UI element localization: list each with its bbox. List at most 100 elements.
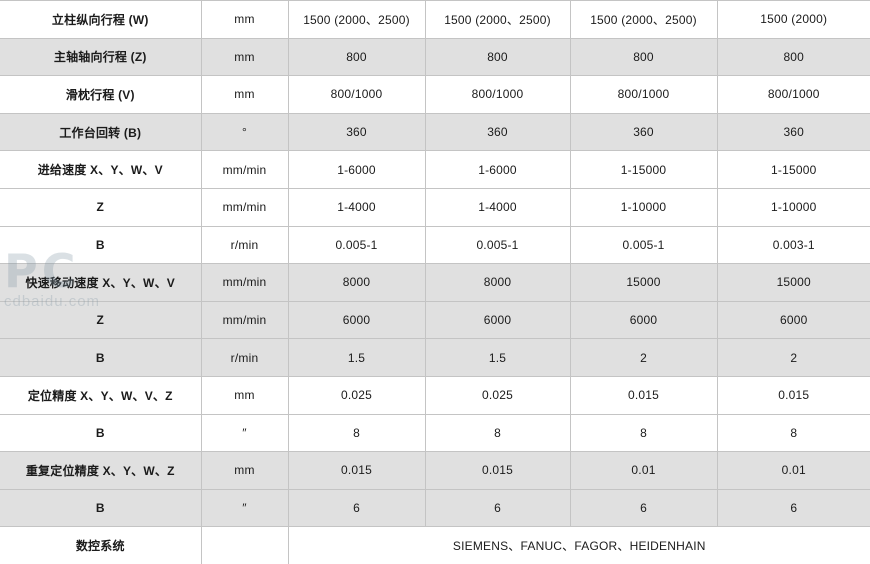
value-cell: 1-15000 (569, 150, 718, 189)
unit-cell: mm (200, 451, 289, 490)
value-cell: 8000 (287, 263, 426, 302)
value-cell: 0.015 (287, 451, 426, 490)
table-row: B ″ 8 8 8 8 (0, 413, 870, 453)
unit-cell: r/min (200, 225, 289, 265)
axis-label-cell: B (0, 225, 202, 265)
value-cell: 800 (287, 37, 426, 77)
value-cell: 800 (716, 37, 870, 77)
value-cell: 8 (569, 413, 718, 453)
value-cell: 1-6000 (424, 150, 571, 189)
value-cell: 1.5 (424, 338, 571, 377)
value-cell: 0.015 (716, 375, 870, 415)
table-row: 立柱纵向行程 (W) mm 1500 (2000、2500) 1500 (2000、2… (0, 0, 870, 39)
spec-name-cell: 快速移动速度 X、Y、W、V (0, 263, 202, 302)
value-cell: 2 (716, 338, 870, 377)
spec-name-cell: 主轴轴向行程 (Z) (0, 37, 202, 77)
value-cell: 6000 (424, 300, 571, 340)
axis-label-cell: Z (0, 187, 202, 227)
value-cell: 800/1000 (287, 75, 426, 114)
axis-label-cell: B (0, 413, 202, 453)
value-cell: 360 (716, 112, 870, 152)
spec-name-cell: 进给速度 X、Y、W、V (0, 150, 202, 189)
value-cell: 0.015 (569, 375, 718, 415)
unit-cell: mm (200, 375, 289, 415)
unit-cell: ° (200, 112, 289, 152)
value-cell: 360 (569, 112, 718, 152)
value-cell: 800/1000 (716, 75, 870, 114)
value-cell: 800/1000 (424, 75, 571, 114)
value-cell: 0.025 (424, 375, 571, 415)
unit-cell: mm/min (200, 150, 289, 189)
value-cell: 1500 (2000、2500) (287, 0, 426, 39)
value-cell: 1.5 (287, 338, 426, 377)
spec-name-cell: 立柱纵向行程 (W) (0, 0, 202, 39)
table-row: 定位精度 X、Y、W、V、Z mm 0.025 0.025 0.015 0.015 (0, 375, 870, 415)
value-cell: 0.005-1 (569, 225, 718, 265)
axis-label-cell: B (0, 338, 202, 377)
unit-cell: mm (200, 0, 289, 39)
value-cell: 2 (569, 338, 718, 377)
value-cell: 1-4000 (424, 187, 571, 227)
value-cell: 800 (569, 37, 718, 77)
unit-cell: mm/min (200, 187, 289, 227)
value-cell: 6000 (716, 300, 870, 340)
value-cell: 15000 (569, 263, 718, 302)
spec-name-cell: 工作台回转 (B) (0, 112, 202, 152)
value-cell: 0.01 (569, 451, 718, 490)
value-cell: 1500 (2000、2500) (424, 0, 571, 39)
table-row: 工作台回转 (B) ° 360 360 360 360 (0, 112, 870, 152)
table-row: B ″ 6 6 6 6 (0, 488, 870, 528)
value-cell: 6 (287, 488, 426, 528)
value-cell: 8000 (424, 263, 571, 302)
table-row: 重复定位精度 X、Y、W、Z mm 0.015 0.015 0.01 0.01 (0, 451, 870, 490)
spec-name-cell: 数控系统 (0, 526, 202, 564)
value-cell: 1-6000 (287, 150, 426, 189)
unit-cell: ″ (200, 413, 289, 453)
value-cell: 8 (424, 413, 571, 453)
unit-cell: r/min (200, 338, 289, 377)
value-cell: 1500 (2000、2500) (569, 0, 718, 39)
value-cell: 1-10000 (569, 187, 718, 227)
axis-label-cell: Z (0, 300, 202, 340)
value-cell: 1500 (2000) (716, 0, 870, 39)
table-row: 快速移动速度 X、Y、W、V mm/min 8000 8000 15000 15000 (0, 263, 870, 302)
value-cell: 0.015 (424, 451, 571, 490)
value-cell: 360 (287, 112, 426, 152)
unit-cell: mm/min (200, 263, 289, 302)
spec-name-cell: 重复定位精度 X、Y、W、Z (0, 451, 202, 490)
table-row: 进给速度 X、Y、W、V mm/min 1-6000 1-6000 1-15000 1-1… (0, 150, 870, 189)
unit-cell (200, 526, 289, 564)
unit-cell: ″ (200, 488, 289, 528)
table-row: 主轴轴向行程 (Z) mm 800 800 800 800 (0, 37, 870, 77)
value-cell: 6000 (569, 300, 718, 340)
value-cell: 0.025 (287, 375, 426, 415)
spec-name-cell: 定位精度 X、Y、W、V、Z (0, 375, 202, 415)
value-cell: 0.005-1 (424, 225, 571, 265)
value-cell: 360 (424, 112, 571, 152)
value-cell: 15000 (716, 263, 870, 302)
value-cell: 0.003-1 (716, 225, 870, 265)
merged-value-cell: SIEMENS、FANUC、FAGOR、HEIDENHAIN (287, 526, 870, 564)
value-cell: 0.01 (716, 451, 870, 490)
value-cell: 6 (716, 488, 870, 528)
value-cell: 1-10000 (716, 187, 870, 227)
value-cell: 6000 (287, 300, 426, 340)
unit-cell: mm/min (200, 300, 289, 340)
table-row: 数控系统 SIEMENS、FANUC、FAGOR、HEIDENHAIN (0, 526, 870, 564)
spec-name-cell: 滑枕行程 (V) (0, 75, 202, 114)
table-row: 滑枕行程 (V) mm 800/1000 800/1000 800/1000 800/10… (0, 75, 870, 114)
axis-label-cell: B (0, 488, 202, 528)
value-cell: 6 (569, 488, 718, 528)
value-cell: 8 (287, 413, 426, 453)
unit-cell: mm (200, 75, 289, 114)
unit-cell: mm (200, 37, 289, 77)
value-cell: 0.005-1 (287, 225, 426, 265)
value-cell: 1-15000 (716, 150, 870, 189)
